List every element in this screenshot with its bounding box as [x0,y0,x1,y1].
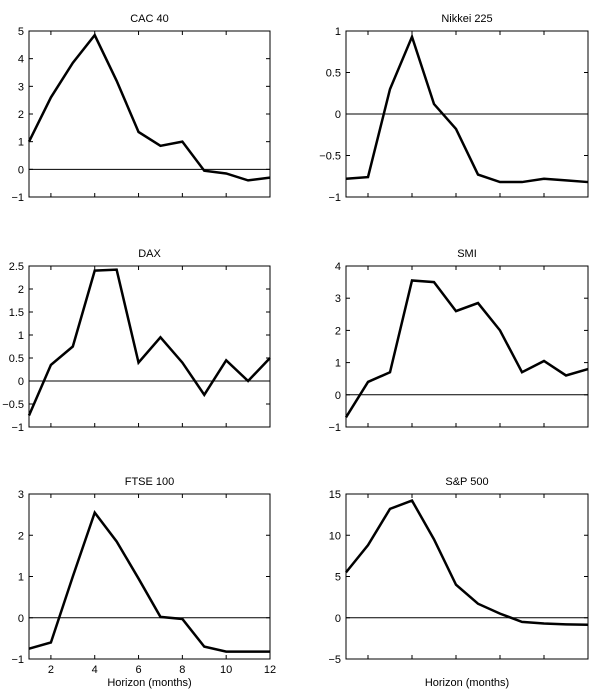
y-tick-label: −1 [328,192,341,204]
y-tick-label: 3 [18,489,24,501]
y-tick-label: −1 [11,654,24,666]
y-tick-label: 0 [18,613,24,625]
y-tick-label: 1 [335,358,341,370]
series-line [28,509,270,653]
chart-title: Nikkei 225 [441,13,492,25]
plot-frame [345,493,589,660]
y-tick-label: 2 [18,530,24,542]
plot-frame [345,265,589,428]
x-tick-label: 8 [179,664,185,676]
y-tick-label: −1 [11,422,24,434]
series-line [345,33,589,184]
x-tick-label: 4 [92,664,98,676]
subplot-4: SMI −1 0 1 2 3 4 [328,248,589,434]
subplot-2: Nikkei 225 −1 −0.5 0 0.5 1 [319,13,589,204]
x-tick-label: 2 [48,664,54,676]
subplot-3: DAX −1 −0.5 0 0.5 1 1.5 2 2.5 [2,248,271,434]
y-tick-label: 3 [18,81,24,93]
y-tick-label: 1 [18,572,24,584]
y-tick-label: −0.5 [319,151,341,163]
y-tick-label: 2.5 [9,261,24,273]
y-tick-label: −0.5 [2,399,24,411]
y-tick-label: 1.5 [9,307,24,319]
chart-title: S&P 500 [445,476,488,488]
chart-title: SMI [457,248,477,260]
y-tick-label: −1 [328,422,341,434]
y-tick-label: 0.5 [326,68,341,80]
series-line [27,32,271,182]
y-tick-label: 5 [18,26,24,38]
chart-title: CAC 40 [130,13,169,25]
y-tick-label: 0 [335,390,341,402]
plot-frame [28,30,271,198]
y-tick-label: 0 [335,109,341,121]
x-tick-label: 12 [264,664,276,676]
y-tick-label: 0 [335,613,341,625]
plot-frame [28,493,271,660]
chart-title: DAX [138,248,161,260]
y-tick-label: 1 [18,330,24,342]
x-tick-label: 10 [220,664,232,676]
x-axis-label: Horizon (months) [107,677,191,689]
subplot-6: S&P 500 −5 0 5 10 15 Horizon (months) [328,476,589,689]
plot-frame [28,265,271,428]
y-tick-label: −5 [328,654,341,666]
y-tick-label: 0 [18,164,24,176]
series-line [345,499,589,627]
chart-title: FTSE 100 [125,476,175,488]
y-tick-label: 2 [335,325,341,337]
subplot-1: CAC 40 −1 0 1 2 3 4 5 [11,13,271,204]
y-tick-label: 1 [18,137,24,149]
x-axis-label: Horizon (months) [425,677,509,689]
y-tick-label: 4 [18,54,24,66]
y-tick-label: 2 [18,109,24,121]
y-tick-label: −1 [11,192,24,204]
y-tick-label: 10 [329,530,341,542]
x-tick-label: 6 [135,664,141,676]
series-line [27,268,271,416]
y-tick-label: 3 [335,293,341,305]
y-tick-label: 0 [18,376,24,388]
y-tick-label: 0.5 [9,353,24,365]
y-tick-label: 15 [329,489,341,501]
y-tick-label: 1 [335,26,341,38]
y-tick-label: 5 [335,572,341,584]
y-tick-label: 4 [335,261,341,273]
y-tick-label: 2 [18,284,24,296]
series-line [344,279,589,418]
